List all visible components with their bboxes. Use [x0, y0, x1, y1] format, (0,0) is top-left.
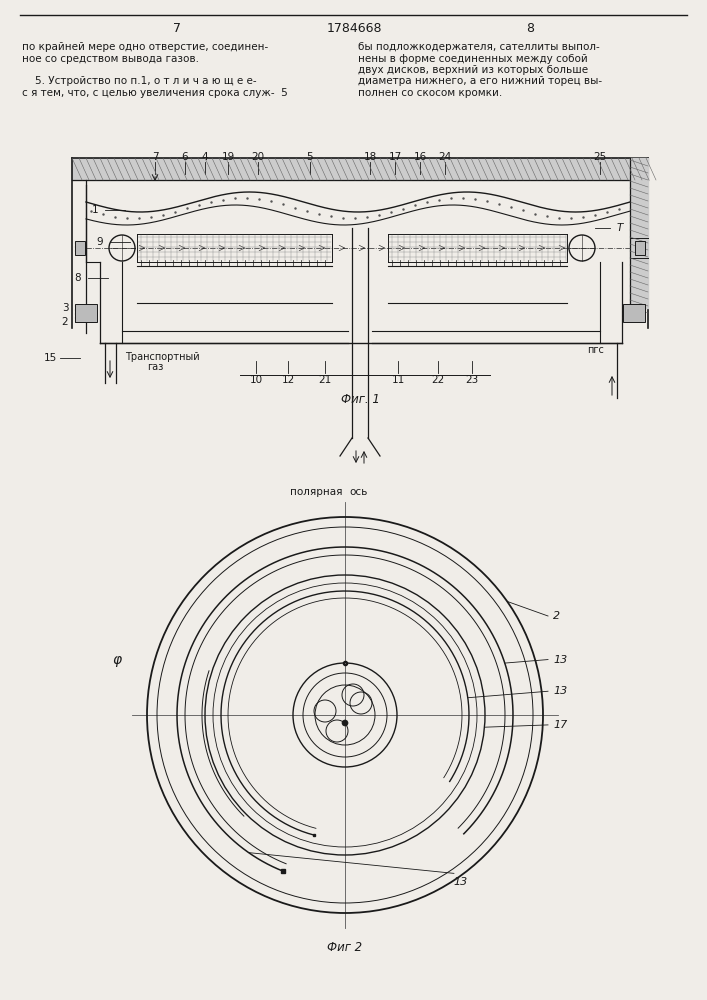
Text: 1: 1 [92, 205, 98, 215]
Bar [635, 241, 645, 255]
Text: 13: 13 [553, 655, 567, 665]
Text: 2: 2 [553, 611, 560, 621]
Text: пгс: пгс [587, 345, 604, 355]
Text: 4: 4 [201, 152, 209, 162]
Text: 11: 11 [392, 375, 404, 385]
Text: 25: 25 [593, 152, 607, 162]
Text: диаметра нижнего, а его нижний торец вы-: диаметра нижнего, а его нижний торец вы- [358, 77, 602, 87]
Bar [75, 304, 97, 322]
Text: 24: 24 [438, 152, 452, 162]
Text: двух дисков, верхний из которых больше: двух дисков, верхний из которых больше [358, 65, 588, 75]
Text: Фиг. 1: Фиг. 1 [341, 393, 380, 406]
Text: φ: φ [112, 653, 122, 667]
Text: T: T [617, 223, 623, 233]
Text: 9: 9 [97, 237, 103, 247]
Text: 5: 5 [307, 152, 313, 162]
Text: полярная: полярная [291, 487, 343, 497]
Text: 7: 7 [152, 152, 158, 162]
Text: с я тем, что, с целью увеличения срока служ-  5: с я тем, что, с целью увеличения срока с… [22, 88, 288, 98]
Text: 17: 17 [553, 720, 567, 730]
Text: 13: 13 [553, 686, 567, 696]
Text: ное со средством вывода газов.: ное со средством вывода газов. [22, 53, 199, 64]
Text: бы подложкодержателя, сателлиты выпол-: бы подложкодержателя, сателлиты выпол- [358, 42, 600, 52]
Text: 10: 10 [250, 375, 262, 385]
Text: 12: 12 [281, 375, 295, 385]
Bar [75, 241, 85, 255]
Text: 17: 17 [388, 152, 402, 162]
Text: по крайней мере одно отверстие, соединен-: по крайней мере одно отверстие, соединен… [22, 42, 268, 52]
Text: 21: 21 [318, 375, 332, 385]
Text: 3: 3 [62, 303, 69, 313]
Text: 1784668: 1784668 [326, 22, 382, 35]
Text: газ: газ [147, 362, 163, 372]
Text: 2: 2 [62, 317, 69, 327]
Text: Транспортный: Транспортный [125, 352, 199, 362]
Text: полнен со скосом кромки.: полнен со скосом кромки. [358, 88, 502, 98]
Text: 5. Устройство по п.1, о т л и ч а ю щ е е-: 5. Устройство по п.1, о т л и ч а ю щ е … [22, 77, 257, 87]
Text: 8: 8 [526, 22, 534, 35]
Bar [623, 304, 645, 322]
Text: 15: 15 [43, 353, 57, 363]
Text: 20: 20 [252, 152, 264, 162]
Text: 13: 13 [454, 877, 468, 887]
Text: 6: 6 [182, 152, 188, 162]
Text: 22: 22 [431, 375, 445, 385]
Circle shape [342, 720, 348, 726]
Text: 16: 16 [414, 152, 426, 162]
Text: 8: 8 [75, 273, 81, 283]
Text: нены в форме соединенных между собой: нены в форме соединенных между собой [358, 53, 588, 64]
Text: 18: 18 [363, 152, 377, 162]
Text: 19: 19 [221, 152, 235, 162]
Text: 23: 23 [465, 375, 479, 385]
Text: Фиг 2: Фиг 2 [327, 941, 363, 954]
Text: 7: 7 [173, 22, 181, 35]
Text: ось: ось [349, 487, 368, 497]
